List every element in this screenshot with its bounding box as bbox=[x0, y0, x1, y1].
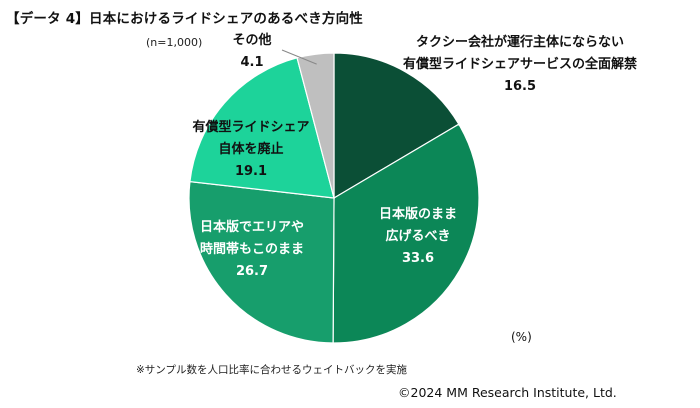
value-label-expand-japan-version: 33.6 bbox=[402, 251, 434, 266]
footnote: ※サンプル数を人口比率に合わせるウェイトバックを実施 bbox=[136, 364, 407, 376]
slice-label-other: その他 bbox=[232, 32, 271, 48]
other-leader-line bbox=[281, 49, 317, 65]
slice-label-abolish: 自体を廃止 bbox=[218, 141, 283, 157]
value-label-abolish: 19.1 bbox=[235, 164, 267, 179]
slice-label-keep-current: 時間帯もこのまま bbox=[200, 241, 304, 257]
pie-slice-expand-japan-version bbox=[332, 123, 480, 344]
pie-slice-full-liberalization bbox=[333, 52, 460, 200]
slice-label-expand-japan-version: 広げるべき bbox=[385, 228, 450, 244]
pie-slice-keep-current bbox=[188, 180, 335, 344]
value-label-keep-current: 26.7 bbox=[236, 264, 268, 279]
slice-label-full-liberalization: タクシー会社が運行主体にならない bbox=[416, 34, 624, 50]
pie-slice-other bbox=[296, 52, 335, 199]
slice-label-expand-japan-version: 日本版のまま bbox=[379, 206, 457, 222]
unit-label: (%) bbox=[511, 330, 532, 344]
copyright: ©2024 MM Research Institute, Ltd. bbox=[398, 385, 617, 400]
pie-slice-abolish bbox=[189, 57, 335, 199]
sample-size: (n=1,000) bbox=[146, 36, 203, 49]
value-label-full-liberalization: 16.5 bbox=[504, 79, 536, 94]
slice-label-keep-current: 日本版でエリアや bbox=[200, 219, 304, 235]
slice-label-full-liberalization: 有償型ライドシェアサービスの全面解禁 bbox=[403, 56, 637, 72]
value-label-other: 4.1 bbox=[240, 55, 263, 70]
chart-title: 【データ 4】日本におけるライドシェアのあるべき方向性 bbox=[6, 11, 363, 27]
slice-label-abolish: 有償型ライドシェア bbox=[192, 119, 309, 135]
